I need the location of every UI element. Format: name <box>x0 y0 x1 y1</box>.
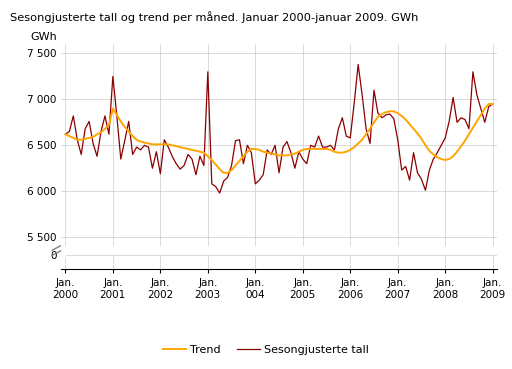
Sesongjusterte tall <box>205 70 211 74</box>
Trend <box>489 102 496 106</box>
Trend <box>486 102 492 106</box>
Sesongjusterte tall <box>181 163 187 168</box>
Trend <box>296 149 302 154</box>
Trend <box>300 148 306 152</box>
Sesongjusterte tall <box>300 157 306 161</box>
Sesongjusterte tall <box>94 154 100 159</box>
Text: GWh: GWh <box>31 32 57 42</box>
Line: Trend: Trend <box>66 104 493 173</box>
Legend: Trend, Sesongjusterte tall: Trend, Sesongjusterte tall <box>159 341 373 360</box>
Sesongjusterte tall <box>296 149 302 154</box>
Trend <box>62 132 69 137</box>
Sesongjusterte tall <box>489 102 496 106</box>
Trend <box>94 132 100 137</box>
Trend <box>205 154 211 159</box>
Sesongjusterte tall <box>62 132 69 137</box>
Trend <box>181 146 187 150</box>
Trend <box>221 170 227 175</box>
Line: Sesongjusterte tall: Sesongjusterte tall <box>66 65 493 193</box>
Text: Sesongjusterte tall og trend per måned. Januar 2000-januar 2009. GWh: Sesongjusterte tall og trend per måned. … <box>10 11 419 23</box>
Sesongjusterte tall <box>347 136 353 140</box>
Trend <box>347 148 353 152</box>
Sesongjusterte tall <box>355 62 361 67</box>
Sesongjusterte tall <box>217 191 223 195</box>
